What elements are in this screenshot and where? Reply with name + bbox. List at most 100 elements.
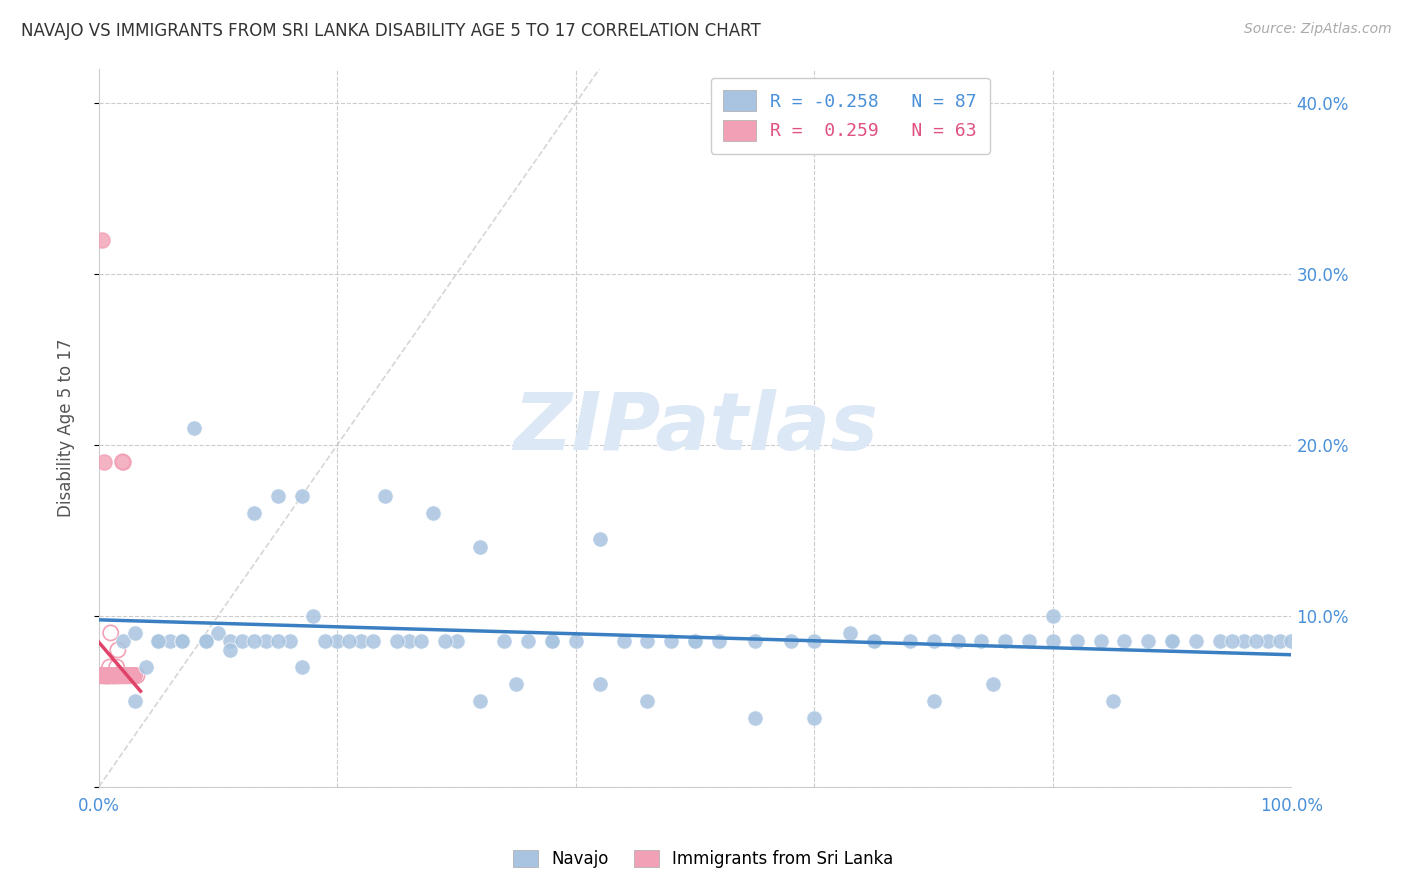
Point [110, 668, 132, 682]
Point [114, 668, 136, 682]
Point [922, 634, 945, 648]
Point [683, 634, 706, 648]
Point [243, 506, 266, 520]
Point [231, 634, 253, 648]
Point [108, 668, 131, 682]
Point [1220, 634, 1243, 648]
Point [114, 668, 136, 682]
Point [125, 668, 148, 682]
Point [110, 668, 132, 682]
Point [124, 694, 146, 708]
Point [97, 668, 120, 682]
Point [97, 668, 120, 682]
Point [101, 668, 124, 682]
Point [683, 634, 706, 648]
Point [803, 711, 825, 725]
Point [101, 668, 124, 682]
Point [104, 668, 127, 682]
Point [110, 668, 132, 682]
Point [111, 455, 134, 469]
Point [1281, 634, 1303, 648]
Point [981, 677, 1004, 691]
Point [91, 233, 114, 247]
Point [636, 634, 658, 648]
Point [1114, 634, 1136, 648]
Point [107, 668, 129, 682]
Point [1161, 634, 1184, 648]
Point [97, 668, 120, 682]
Y-axis label: Disability Age 5 to 17: Disability Age 5 to 17 [58, 338, 75, 517]
Point [124, 668, 146, 682]
Point [1233, 634, 1256, 648]
Point [97, 668, 120, 682]
Point [107, 668, 129, 682]
Point [337, 634, 360, 648]
Point [565, 634, 588, 648]
Point [970, 634, 993, 648]
Point [267, 489, 290, 503]
Point [589, 677, 612, 691]
Point [994, 634, 1017, 648]
Point [122, 668, 145, 682]
Point [744, 711, 766, 725]
Point [1268, 634, 1291, 648]
Point [1137, 634, 1160, 648]
Point [1244, 634, 1267, 648]
Point [589, 532, 612, 546]
Point [90, 668, 112, 682]
Point [326, 634, 349, 648]
Point [110, 668, 132, 682]
Point [111, 455, 134, 469]
Point [93, 455, 115, 469]
Point [374, 489, 396, 503]
Point [1042, 608, 1064, 623]
Point [946, 634, 969, 648]
Point [100, 626, 122, 640]
Point [117, 668, 139, 682]
Point [1018, 634, 1040, 648]
Point [100, 668, 122, 682]
Point [470, 694, 492, 708]
Point [433, 634, 456, 648]
Point [1042, 634, 1064, 648]
Text: NAVAJO VS IMMIGRANTS FROM SRI LANKA DISABILITY AGE 5 TO 17 CORRELATION CHART: NAVAJO VS IMMIGRANTS FROM SRI LANKA DISA… [21, 22, 761, 40]
Text: Source: ZipAtlas.com: Source: ZipAtlas.com [1244, 22, 1392, 37]
Point [104, 668, 127, 682]
Point [98, 668, 121, 682]
Point [100, 668, 122, 682]
Point [243, 634, 266, 648]
Point [183, 420, 205, 434]
Point [195, 634, 218, 648]
Point [101, 668, 124, 682]
Point [803, 634, 825, 648]
Point [172, 634, 194, 648]
Point [267, 634, 290, 648]
Point [541, 634, 564, 648]
Point [101, 668, 124, 682]
Point [94, 668, 117, 682]
Point [101, 668, 124, 682]
Point [744, 634, 766, 648]
Point [108, 668, 131, 682]
Point [1090, 634, 1112, 648]
Point [105, 668, 128, 682]
Point [195, 634, 218, 648]
Point [101, 668, 124, 682]
Point [135, 660, 157, 674]
Point [446, 634, 468, 648]
Point [94, 668, 117, 682]
Point [148, 634, 170, 648]
Point [96, 668, 118, 682]
Point [120, 668, 142, 682]
Point [290, 489, 312, 503]
Point [103, 668, 125, 682]
Point [103, 668, 125, 682]
Point [159, 634, 181, 648]
Point [839, 626, 862, 640]
Point [398, 634, 420, 648]
Point [1209, 634, 1232, 648]
Point [93, 668, 115, 682]
Point [96, 668, 118, 682]
Point [385, 634, 408, 648]
Point [254, 634, 277, 648]
